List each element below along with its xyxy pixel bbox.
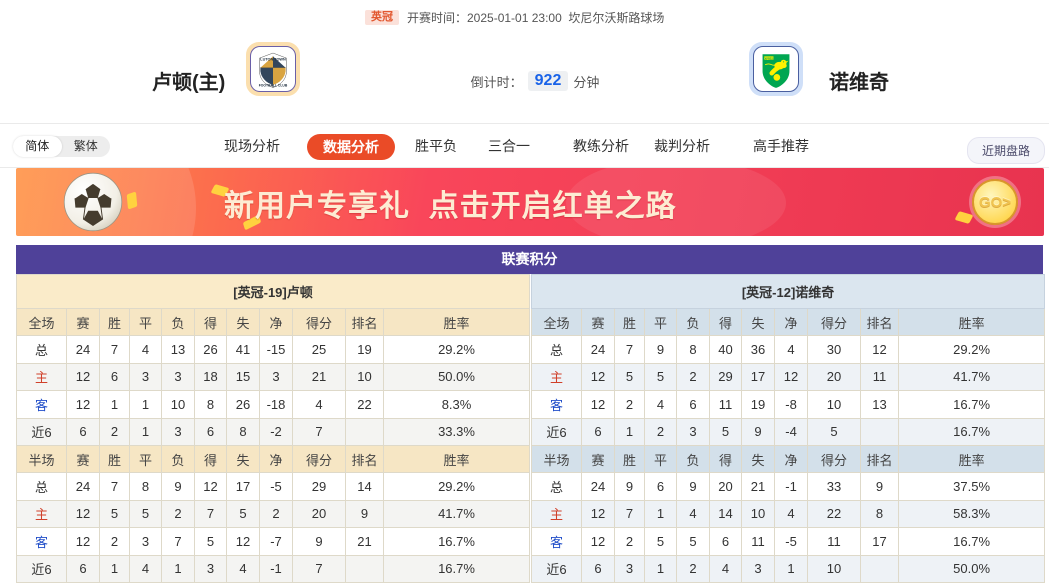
svg-text:FOOTBALL CLUB: FOOTBALL CLUB [259,84,288,88]
svg-text:LUTON TOWN: LUTON TOWN [260,58,286,62]
svg-text:EXPRESS: EXPRESS [763,57,775,60]
